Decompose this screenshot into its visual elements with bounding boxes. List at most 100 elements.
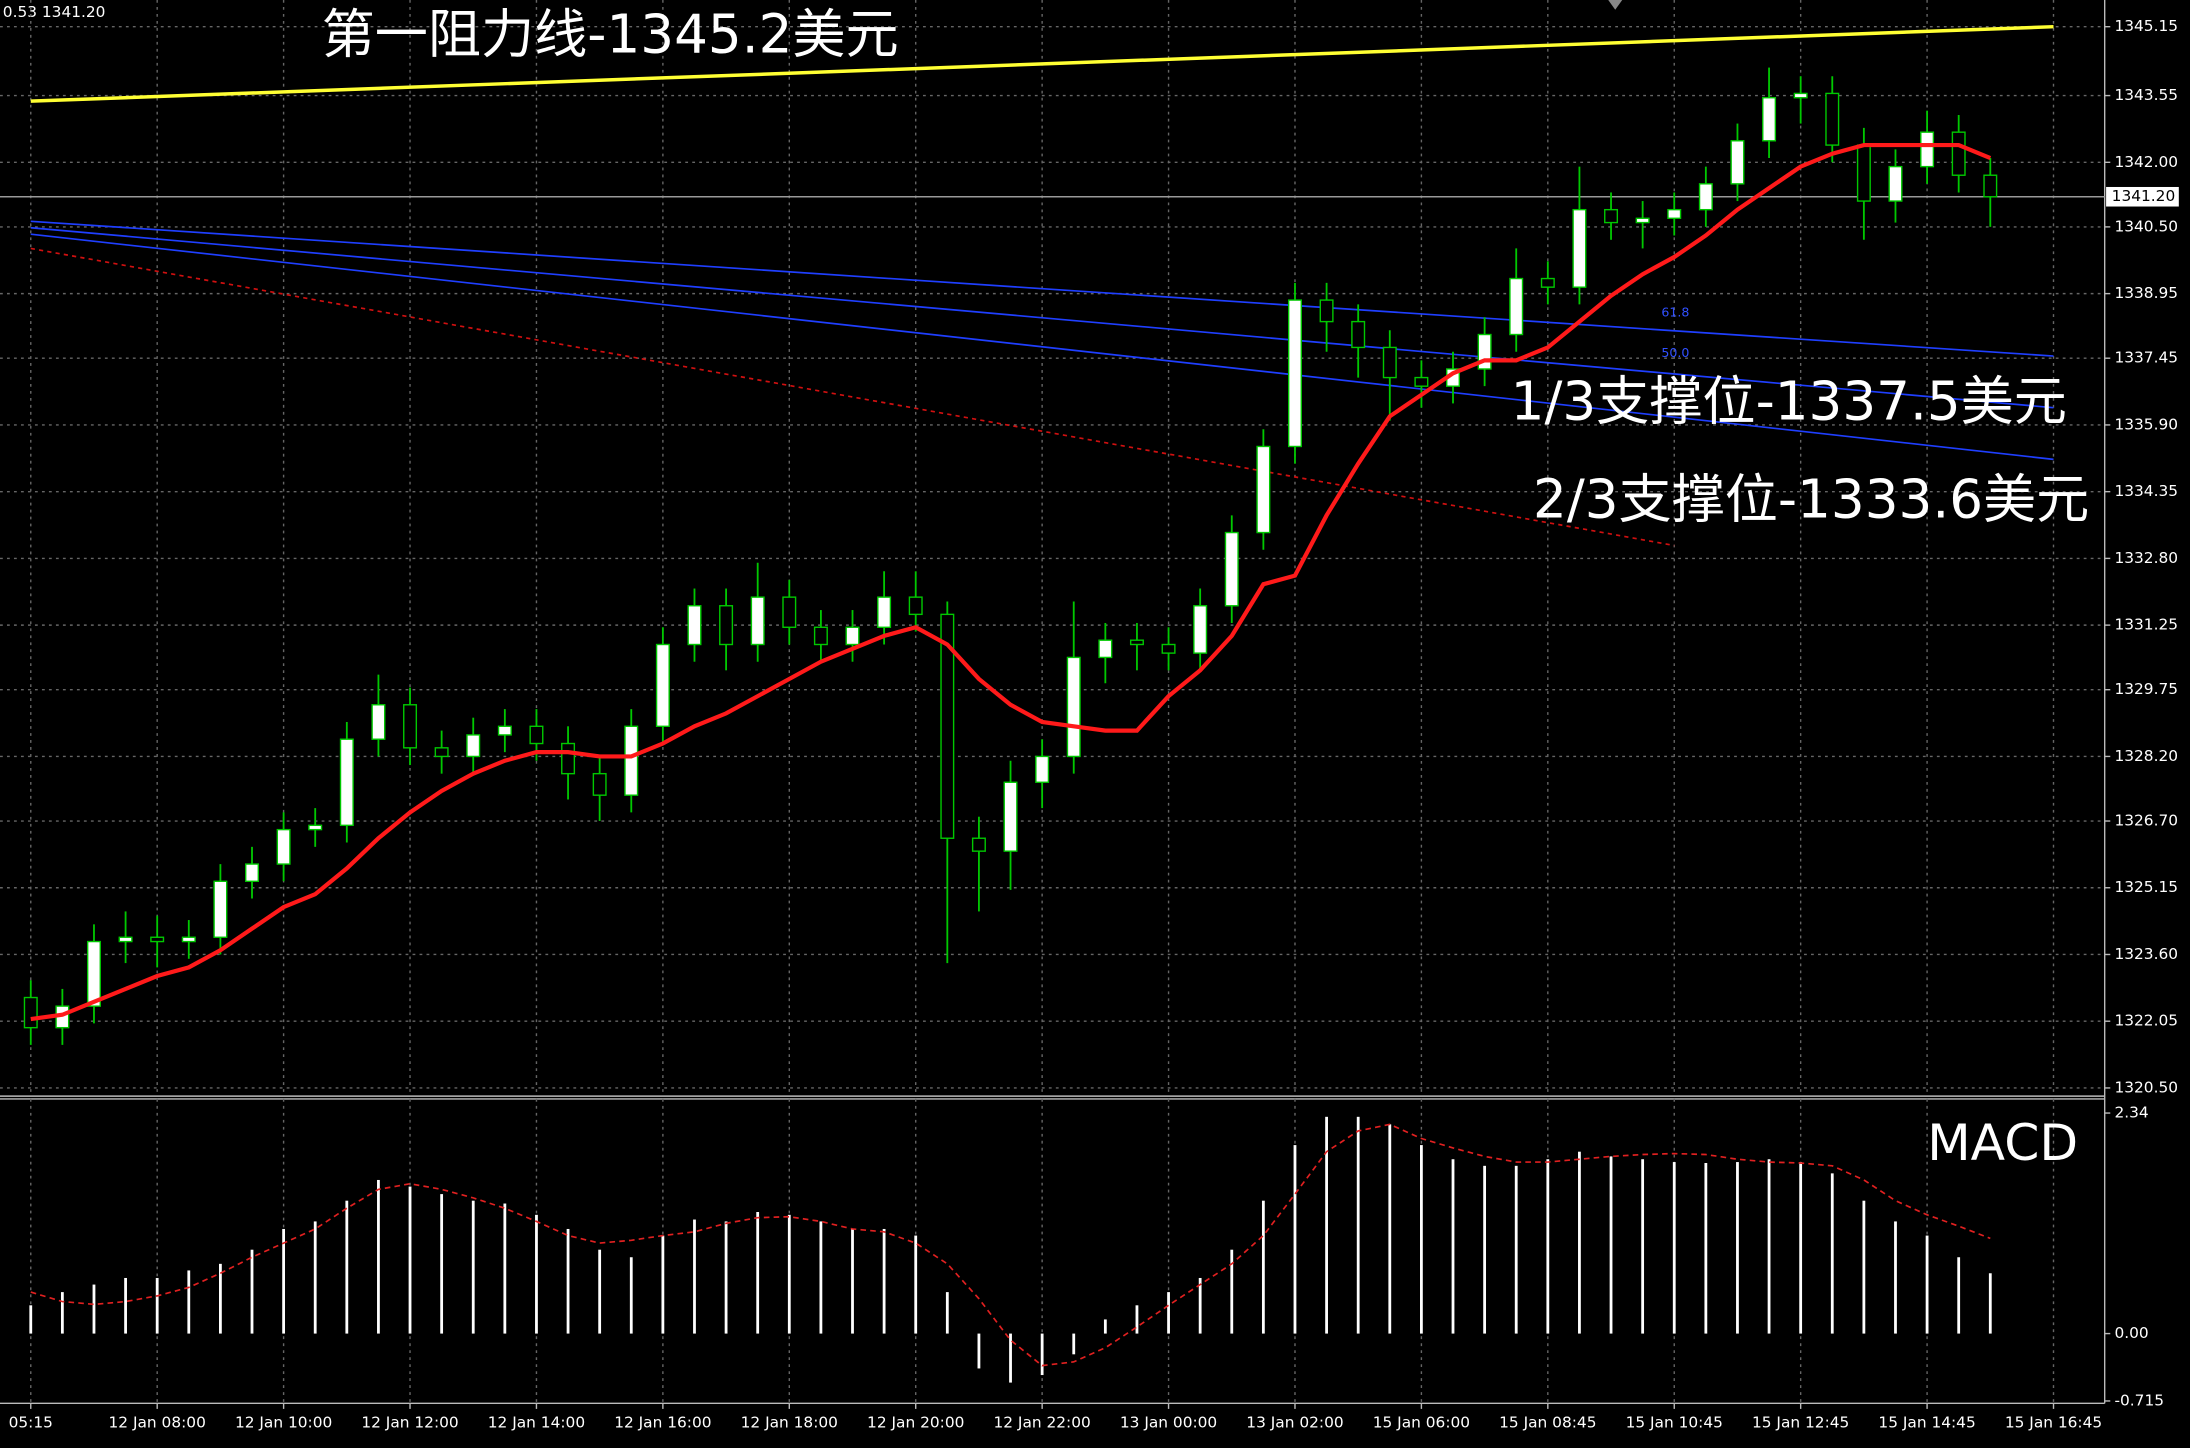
macd-bar	[882, 1228, 886, 1334]
candle-body	[276, 828, 291, 865]
y-tick-label: 1328.20	[2114, 747, 2178, 765]
current-price-box	[2106, 186, 2179, 207]
candle-body	[1382, 346, 1397, 379]
moving-average	[30, 142, 1992, 1022]
candle-body	[877, 596, 892, 628]
macd-bar	[1009, 1333, 1012, 1383]
macd-bar	[219, 1263, 222, 1334]
candle-body	[1129, 639, 1144, 646]
macd-bar	[1514, 1165, 1518, 1334]
candle-body	[1351, 320, 1366, 349]
y-tick-label: 1325.15	[2114, 878, 2178, 896]
candle-body	[687, 605, 702, 646]
macd-bar	[1988, 1273, 1992, 1334]
x-tick-label: 12 Jan 14:00	[488, 1413, 585, 1431]
annotation: 2/3支撑位-1333.6美元	[1533, 468, 2089, 530]
candle-body	[308, 824, 323, 831]
candle-body	[23, 996, 38, 1029]
x-tick-label: 13 Jan 02:00	[1246, 1413, 1343, 1431]
candle-body	[1066, 656, 1081, 758]
candle-body	[1604, 208, 1619, 224]
macd-bar	[60, 1292, 64, 1334]
x-tick-label: 12 Jan 16:00	[614, 1413, 711, 1431]
macd-bar	[1957, 1257, 1961, 1334]
candle-body	[1414, 376, 1429, 387]
macd-bar	[1293, 1145, 1297, 1334]
candle-body	[1509, 277, 1524, 336]
macd-signal	[30, 1123, 1991, 1367]
candle-body	[1730, 140, 1745, 185]
candle-body	[1098, 639, 1113, 659]
x-tick-label: 05:15	[9, 1413, 53, 1431]
macd-bar	[377, 1179, 380, 1334]
candle-body	[466, 734, 481, 758]
macd-bar	[1451, 1159, 1455, 1334]
y-tick-label: 1337.45	[2114, 349, 2178, 367]
macd-bar	[1198, 1277, 1202, 1334]
candle-body	[403, 704, 418, 749]
macd-bar	[661, 1235, 665, 1334]
trendline	[30, 233, 2054, 461]
y-tick-label: 1334.35	[2114, 482, 2178, 500]
macd-bar	[282, 1228, 286, 1334]
candle-body	[1983, 174, 1998, 198]
candle-body	[371, 704, 386, 740]
macd-bar	[1799, 1162, 1803, 1334]
y-tick-label: 1326.70	[2114, 812, 2178, 830]
macd-bar	[724, 1221, 728, 1334]
trendline	[30, 247, 1675, 547]
x-tick-label: 12 Jan 18:00	[741, 1413, 838, 1431]
y-tick-label: 1329.75	[2114, 680, 2178, 698]
candle-body	[1920, 131, 1935, 168]
macd-bar	[1862, 1200, 1866, 1334]
macd-bar	[566, 1228, 570, 1334]
candle-body	[1951, 131, 1966, 176]
trendline	[30, 226, 2054, 409]
candle-body	[845, 626, 860, 646]
x-tick-label: 15 Jan 12:45	[1752, 1413, 1849, 1431]
candle-body	[719, 605, 734, 646]
macd-bar	[1103, 1319, 1107, 1334]
y-tick-label: 1345.15	[2114, 17, 2178, 35]
y-tick-label: 1320.50	[2114, 1078, 2178, 1096]
y-tick-label: 0.00	[2114, 1324, 2148, 1342]
macd-bar	[819, 1221, 823, 1334]
candle-body	[245, 863, 259, 882]
candle-body	[1256, 445, 1271, 534]
macd-bar	[1641, 1159, 1645, 1334]
macd-bar	[1736, 1162, 1739, 1334]
candle-body	[497, 725, 512, 736]
macd-bar	[408, 1186, 412, 1334]
candle-body	[1003, 781, 1018, 852]
macd-bar	[1925, 1235, 1929, 1334]
macd-bar	[503, 1203, 507, 1334]
candle-body	[339, 738, 354, 827]
macd-bar	[124, 1277, 127, 1334]
x-tick-label: 15 Jan 16:45	[2005, 1413, 2102, 1431]
macd-bar	[1230, 1249, 1234, 1334]
macd-bar	[598, 1249, 602, 1334]
x-tick-label: 12 Jan 12:00	[361, 1413, 458, 1431]
candle-body	[1161, 643, 1176, 654]
candle-body	[1193, 605, 1208, 654]
candle-body	[1287, 299, 1302, 448]
macd-bar	[1894, 1221, 1897, 1334]
candle-body	[561, 742, 576, 775]
macd-title: MACD	[1927, 1113, 2078, 1172]
macd-bar	[1767, 1159, 1771, 1334]
x-tick-label: 15 Jan 10:45	[1626, 1413, 1723, 1431]
macd-bar	[1261, 1200, 1265, 1334]
macd-bar	[155, 1277, 159, 1334]
candle-body	[150, 936, 165, 943]
x-tick-label: 12 Jan 22:00	[993, 1413, 1090, 1431]
y-tick-label: 1342.00	[2114, 153, 2178, 171]
candle-body	[86, 940, 101, 1007]
candle-body	[529, 725, 544, 745]
candle-body	[971, 837, 986, 852]
macd-bar	[1135, 1305, 1139, 1334]
x-tick-label: 12 Jan 20:00	[867, 1413, 964, 1431]
macd-bar	[187, 1270, 191, 1334]
macd-bar	[914, 1235, 918, 1334]
macd-bar	[1546, 1159, 1550, 1334]
